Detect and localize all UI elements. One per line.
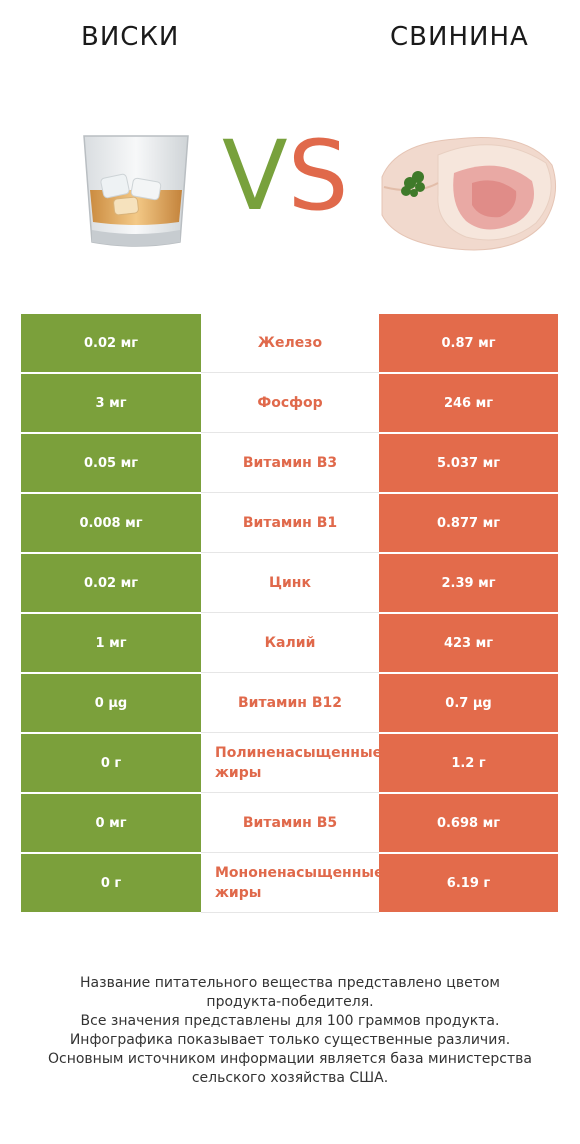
table-row: 0.02 мг Цинк 2.39 мг xyxy=(21,553,558,613)
nutrient-name-cell: Фосфор xyxy=(201,373,379,433)
table-row: 0.008 мг Витамин B1 0.877 мг xyxy=(21,493,558,553)
footer-line: сельского хозяйства США. xyxy=(191,1070,389,1086)
left-value-cell: 0 µg xyxy=(21,674,201,732)
left-value-cell: 0.05 мг xyxy=(21,434,201,492)
nutrient-name-cell: Калий xyxy=(201,613,379,673)
left-value-cell: 3 мг xyxy=(21,374,201,432)
left-product-title: ВИСКИ xyxy=(81,22,180,52)
table-row: 0.05 мг Витамин B3 5.037 мг xyxy=(21,433,558,493)
right-value-cell: 5.037 мг xyxy=(379,434,558,492)
nutrient-name-cell: Витамин B3 xyxy=(201,433,379,493)
left-value-cell: 0.02 мг xyxy=(21,554,201,612)
right-value-cell: 423 мг xyxy=(379,614,558,672)
right-value-cell: 6.19 г xyxy=(379,854,558,912)
table-row: 0 µg Витамин B12 0.7 µg xyxy=(21,673,558,733)
footer-line: Название питательного вещества представл… xyxy=(80,975,500,991)
table-row: 0 мг Витамин B5 0.698 мг xyxy=(21,793,558,853)
nutrient-comparison-table: 0.02 мг Железо 0.87 мг 3 мг Фосфор 246 мг 0.05… xyxy=(21,313,558,913)
left-value-cell: 0 г xyxy=(21,854,201,912)
right-value-cell: 2.39 мг xyxy=(379,554,558,612)
right-value-cell: 0.7 µg xyxy=(379,674,558,732)
vs-label: VS xyxy=(222,128,349,224)
table-row: 3 мг Фосфор 246 мг xyxy=(21,373,558,433)
right-value-cell: 0.87 мг xyxy=(379,314,558,372)
left-value-cell: 1 мг xyxy=(21,614,201,672)
footer-line: продукта-победителя. xyxy=(206,994,374,1010)
nutrient-name-cell: Цинк xyxy=(201,553,379,613)
table-row: 0.02 мг Железо 0.87 мг xyxy=(21,313,558,373)
nutrient-name-cell: Витамин B12 xyxy=(201,673,379,733)
nutrient-name-cell: Железо xyxy=(201,313,379,373)
right-value-cell: 246 мг xyxy=(379,374,558,432)
left-value-cell: 0.008 мг xyxy=(21,494,201,552)
table-row: 0 г Мононенасыщенные жиры 6.19 г xyxy=(21,853,558,913)
pork-image xyxy=(381,136,557,251)
nutrient-name-cell: Витамин B1 xyxy=(201,493,379,553)
vs-v: V xyxy=(222,120,288,232)
right-value-cell: 0.698 мг xyxy=(379,794,558,852)
table-row: 1 мг Калий 423 мг xyxy=(21,613,558,673)
footer-line: Основным источником информации является … xyxy=(48,1051,532,1067)
right-value-cell: 1.2 г xyxy=(379,734,558,792)
nutrient-name-cell: Полиненасыщенные жиры xyxy=(201,733,382,793)
vs-s: S xyxy=(287,120,349,232)
footer-line: Инфографика показывает только существенн… xyxy=(69,1032,511,1048)
nutrient-name-cell: Витамин B5 xyxy=(201,793,379,853)
table-row: 0 г Полиненасыщенные жиры 1.2 г xyxy=(21,733,558,793)
left-value-cell: 0.02 мг xyxy=(21,314,201,372)
whiskey-glass-image xyxy=(83,135,189,247)
right-value-cell: 0.877 мг xyxy=(379,494,558,552)
left-value-cell: 0 мг xyxy=(21,794,201,852)
nutrient-name-cell: Мононенасыщенные жиры xyxy=(201,853,384,913)
footer-notes: Название питательного вещества представл… xyxy=(20,974,560,1088)
left-value-cell: 0 г xyxy=(21,734,201,792)
footer-line: Все значения представлены для 100 граммо… xyxy=(80,1013,500,1029)
right-product-title: СВИНИНА xyxy=(390,22,529,52)
